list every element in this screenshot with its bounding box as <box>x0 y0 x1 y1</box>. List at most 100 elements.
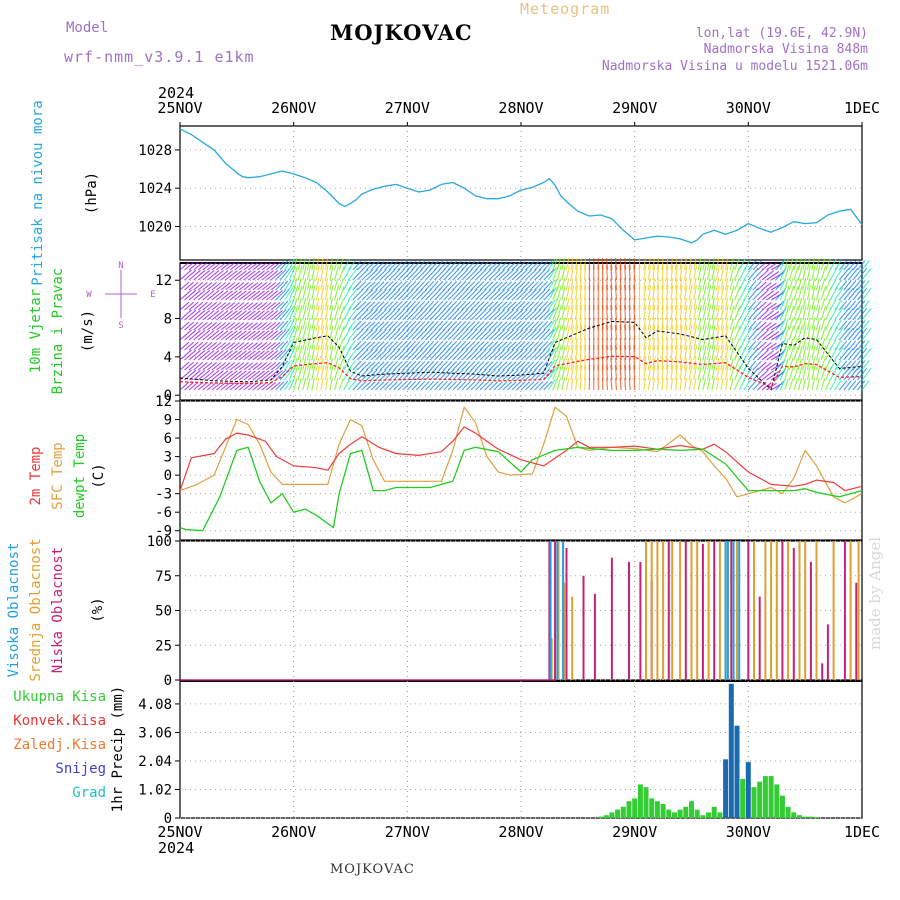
wind-barb <box>384 289 396 301</box>
wind-barb <box>370 321 380 331</box>
wind-barb <box>843 320 852 331</box>
wind-barb <box>734 298 740 311</box>
wind-barb <box>784 365 790 381</box>
wind-barb <box>624 304 627 321</box>
wind-barb <box>610 337 613 351</box>
wind-barb <box>570 345 574 361</box>
wind-barb <box>347 340 357 351</box>
wind-barb <box>447 308 460 321</box>
wind-barb <box>610 297 613 311</box>
wind-barb <box>443 348 455 361</box>
wind-barb <box>761 362 772 371</box>
wind-barb <box>661 345 664 361</box>
wind-barb <box>266 270 279 281</box>
wind-barb <box>225 282 236 291</box>
wind-barb <box>420 380 430 391</box>
cloud-bar-srednja <box>787 541 790 680</box>
wind-barb <box>334 298 339 311</box>
wind-barb <box>633 317 636 331</box>
wind-barb <box>243 270 256 281</box>
wind-barb <box>375 361 385 371</box>
wind-barb <box>766 362 777 371</box>
wind-barb <box>347 307 358 321</box>
wind-barb <box>725 258 729 271</box>
wind-barb <box>411 381 421 391</box>
wind-barb <box>456 381 467 391</box>
wind-barb <box>815 285 821 301</box>
wind-barb <box>366 321 376 331</box>
wind-barb <box>370 341 380 351</box>
wind-barb <box>575 285 579 301</box>
wind-barb <box>434 288 446 301</box>
wind-barb <box>397 321 408 331</box>
wind-barb <box>643 298 647 311</box>
precip-bar <box>785 806 791 818</box>
wind-barb <box>734 325 741 341</box>
wind-barb <box>447 381 457 391</box>
wind-barb <box>511 349 524 361</box>
wind-barb <box>847 360 857 371</box>
wind-barb <box>366 381 376 391</box>
wind-barb <box>802 338 807 351</box>
wind-barb <box>184 269 197 281</box>
wind-barb <box>511 329 524 341</box>
wind-barb <box>220 310 234 321</box>
cloud-bar-srednja <box>707 541 710 680</box>
wind-barb <box>306 318 311 331</box>
wind-barb <box>361 341 371 351</box>
wind-barb <box>211 290 224 301</box>
wind-barb <box>443 381 453 391</box>
wind-barb <box>802 378 807 391</box>
wind-barb <box>375 349 387 361</box>
wind-barb <box>356 289 369 301</box>
wind-barb <box>216 370 229 381</box>
precip-bar <box>632 798 638 818</box>
wind-barb <box>525 261 535 271</box>
wind-barb <box>284 327 294 341</box>
wind-barb <box>693 345 698 361</box>
wind-barb <box>406 301 417 311</box>
wind-barb <box>243 282 254 291</box>
cloud-bar-visoka <box>738 541 741 680</box>
wind-barb <box>615 297 618 311</box>
wind-barb <box>366 261 376 271</box>
wind-barb <box>266 370 279 381</box>
wind-barb <box>757 289 769 301</box>
wind-barb <box>834 267 844 281</box>
wind-barb <box>216 290 229 301</box>
wind-barb <box>243 370 256 381</box>
wind-barb <box>815 318 820 331</box>
wind-barb <box>488 381 499 391</box>
wind-barb <box>506 381 517 391</box>
wind-barb <box>256 270 270 281</box>
wind-barb <box>270 341 281 351</box>
wind-barb <box>256 282 268 291</box>
precip-bar <box>700 815 706 818</box>
wind-barb <box>547 267 557 281</box>
wind-barb <box>665 278 669 291</box>
wind-barb <box>216 322 227 331</box>
wind-barb <box>815 305 821 321</box>
wind-barb <box>306 278 311 291</box>
wind-barb <box>456 261 467 271</box>
wind-barb <box>343 286 352 301</box>
wind-barb <box>324 365 329 381</box>
wind-barb <box>406 348 419 361</box>
wind-barb <box>779 358 786 371</box>
wind-barb <box>343 259 350 271</box>
wind-barb <box>270 270 283 281</box>
wind-barb <box>393 341 403 351</box>
wind-barb <box>425 368 437 381</box>
wind-barb <box>393 269 405 281</box>
wind-barb <box>243 362 254 371</box>
wind-barb <box>702 278 707 291</box>
wind-barb <box>529 281 539 291</box>
wind-barb <box>324 338 329 351</box>
wind-barb <box>324 265 329 281</box>
wind-barb <box>861 300 870 311</box>
wind-barb <box>352 328 364 341</box>
wind-barb <box>584 257 586 271</box>
wind-barb <box>725 265 729 281</box>
wind-barb <box>447 268 460 281</box>
wind-barb <box>484 329 496 341</box>
